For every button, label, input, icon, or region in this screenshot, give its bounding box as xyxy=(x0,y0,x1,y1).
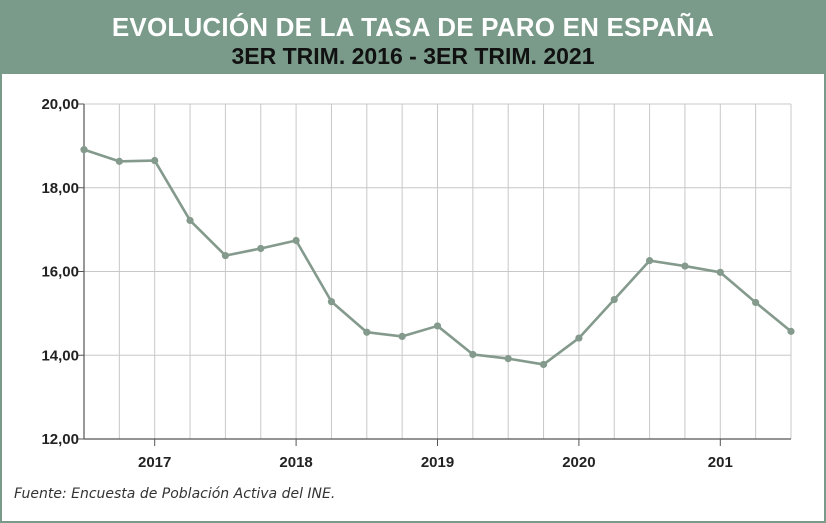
data-point xyxy=(752,298,760,307)
data-point xyxy=(787,327,795,335)
source-note: Fuente: Encuesta de Población Activa del… xyxy=(14,486,336,502)
data-point xyxy=(257,244,265,253)
x-tick-label: 201 xyxy=(708,454,733,471)
data-point xyxy=(80,146,88,154)
data-point xyxy=(292,236,300,245)
chart-subtitle: 3ER TRIM. 2016 - 3ER TRIM. 2021 xyxy=(231,43,595,69)
y-tick-label: 16,00 xyxy=(41,264,79,281)
chart-title: EVOLUCIÓN DE LA TASA DE PARO EN ESPAÑA xyxy=(111,12,715,42)
data-point xyxy=(610,295,618,304)
data-point xyxy=(646,257,654,265)
x-tick-label: 2017 xyxy=(138,454,171,471)
data-point xyxy=(151,156,159,165)
y-tick-label: 18,00 xyxy=(41,180,79,197)
data-point xyxy=(504,355,512,363)
data-point xyxy=(716,268,724,276)
x-tick-label: 2018 xyxy=(279,454,312,471)
y-tick-label: 20,00 xyxy=(41,96,79,113)
chart-header: EVOLUCIÓN DE LA TASA DE PARO EN ESPAÑA 3… xyxy=(2,2,824,74)
x-tick-labels: 2017 2018 2019 2020 201 xyxy=(138,439,733,471)
data-point xyxy=(186,216,194,225)
y-tick-label: 14,00 xyxy=(41,347,79,364)
data-point xyxy=(398,332,406,341)
y-tick-label: 12,00 xyxy=(41,431,79,448)
data-point xyxy=(327,298,336,306)
data-point xyxy=(575,334,583,342)
series-layer xyxy=(80,146,795,369)
data-point xyxy=(115,157,123,165)
data-point xyxy=(221,251,229,260)
data-point xyxy=(363,328,371,336)
x-tick-label: 2019 xyxy=(421,454,454,471)
data-point xyxy=(681,262,689,270)
data-point xyxy=(539,360,548,369)
data-point xyxy=(433,322,442,330)
y-tick-labels: 12,00 14,00 16,00 18,00 20,00 xyxy=(41,96,84,448)
x-tick-label: 2020 xyxy=(562,454,595,471)
data-point xyxy=(469,350,477,359)
